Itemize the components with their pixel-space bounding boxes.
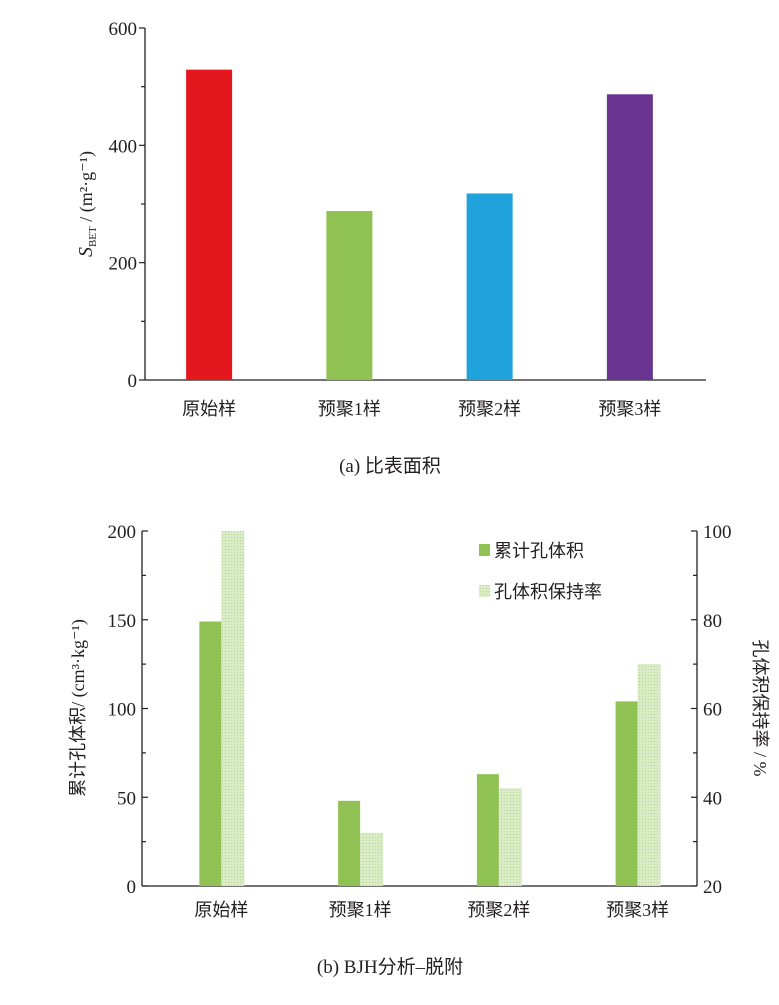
right-y-axis-label: 孔体积保持率 / % [750, 640, 770, 777]
x-tick-label: 预聚1样 [318, 399, 381, 419]
x-tick-label: 预聚3样 [606, 900, 669, 920]
y-label-unit: / (m²·g⁻¹) [76, 151, 97, 226]
chart-a-surface-area: 0 200 400 600 原始样 预聚1样 预聚2样 预聚3样 SBET / (m²·g⁻¹) [75, 19, 706, 419]
y-label-sub: BET [87, 226, 99, 247]
left-y-tick-label: 200 [108, 522, 137, 543]
bar-cumulative-2 [338, 800, 361, 886]
x-tick-label: 预聚3样 [598, 399, 661, 419]
bar-cumulative-1 [199, 621, 222, 886]
right-y-tick-label: 20 [703, 877, 722, 898]
y-axis-label: SBET / (m²·g⁻¹) [75, 151, 99, 257]
bar-cumulative-4 [615, 701, 638, 886]
chart-b-caption: (b) BJH分析–脱附 [317, 956, 463, 978]
bar-4 [606, 94, 653, 380]
right-y-tick-label: 40 [703, 788, 722, 809]
bar-retention-1 [221, 531, 245, 886]
bar-cumulative-3 [476, 774, 499, 886]
left-y-axis-label: 累计孔体积/ (cm³·kg⁻¹) [68, 619, 89, 797]
legend-label-retention: 孔体积保持率 [494, 582, 602, 602]
left-y-tick-label: 100 [108, 700, 137, 721]
x-tick-label: 原始样 [182, 399, 236, 419]
bar-1 [186, 69, 233, 381]
bar-retention-4 [637, 664, 661, 886]
x-tick-label: 预聚1样 [329, 900, 392, 920]
x-tick-label: 原始样 [194, 900, 248, 920]
chart-a-caption: (a) 比表面积 [339, 455, 441, 477]
bar-retention-2 [360, 832, 384, 886]
left-y-tick-label: 0 [127, 877, 137, 898]
right-y-tick-label: 60 [703, 700, 722, 721]
y-tick-label: 200 [109, 254, 138, 275]
bar-3 [466, 193, 513, 380]
bar-2 [326, 211, 373, 380]
legend-swatch-retention [479, 585, 490, 597]
left-y-tick-label: 150 [108, 611, 137, 632]
y-tick-label: 0 [128, 371, 138, 392]
right-y-tick-label: 100 [703, 522, 732, 543]
y-tick-label: 400 [109, 136, 138, 157]
legend-swatch-cumulative [479, 544, 490, 556]
x-tick-label: 预聚2样 [467, 900, 530, 920]
left-y-tick-label: 50 [117, 788, 136, 809]
y-label-main: S [75, 247, 97, 257]
legend-label-cumulative: 累计孔体积 [494, 541, 584, 561]
right-y-tick-label: 80 [703, 611, 722, 632]
x-tick-label: 预聚2样 [458, 399, 521, 419]
bar-retention-3 [498, 788, 522, 886]
y-tick-label: 600 [109, 19, 138, 40]
chart-b-bjh: 0 50 100 150 200 20 40 60 80 100 原始样 预聚1样 预聚2样 预聚3样 累计… [68, 522, 770, 920]
